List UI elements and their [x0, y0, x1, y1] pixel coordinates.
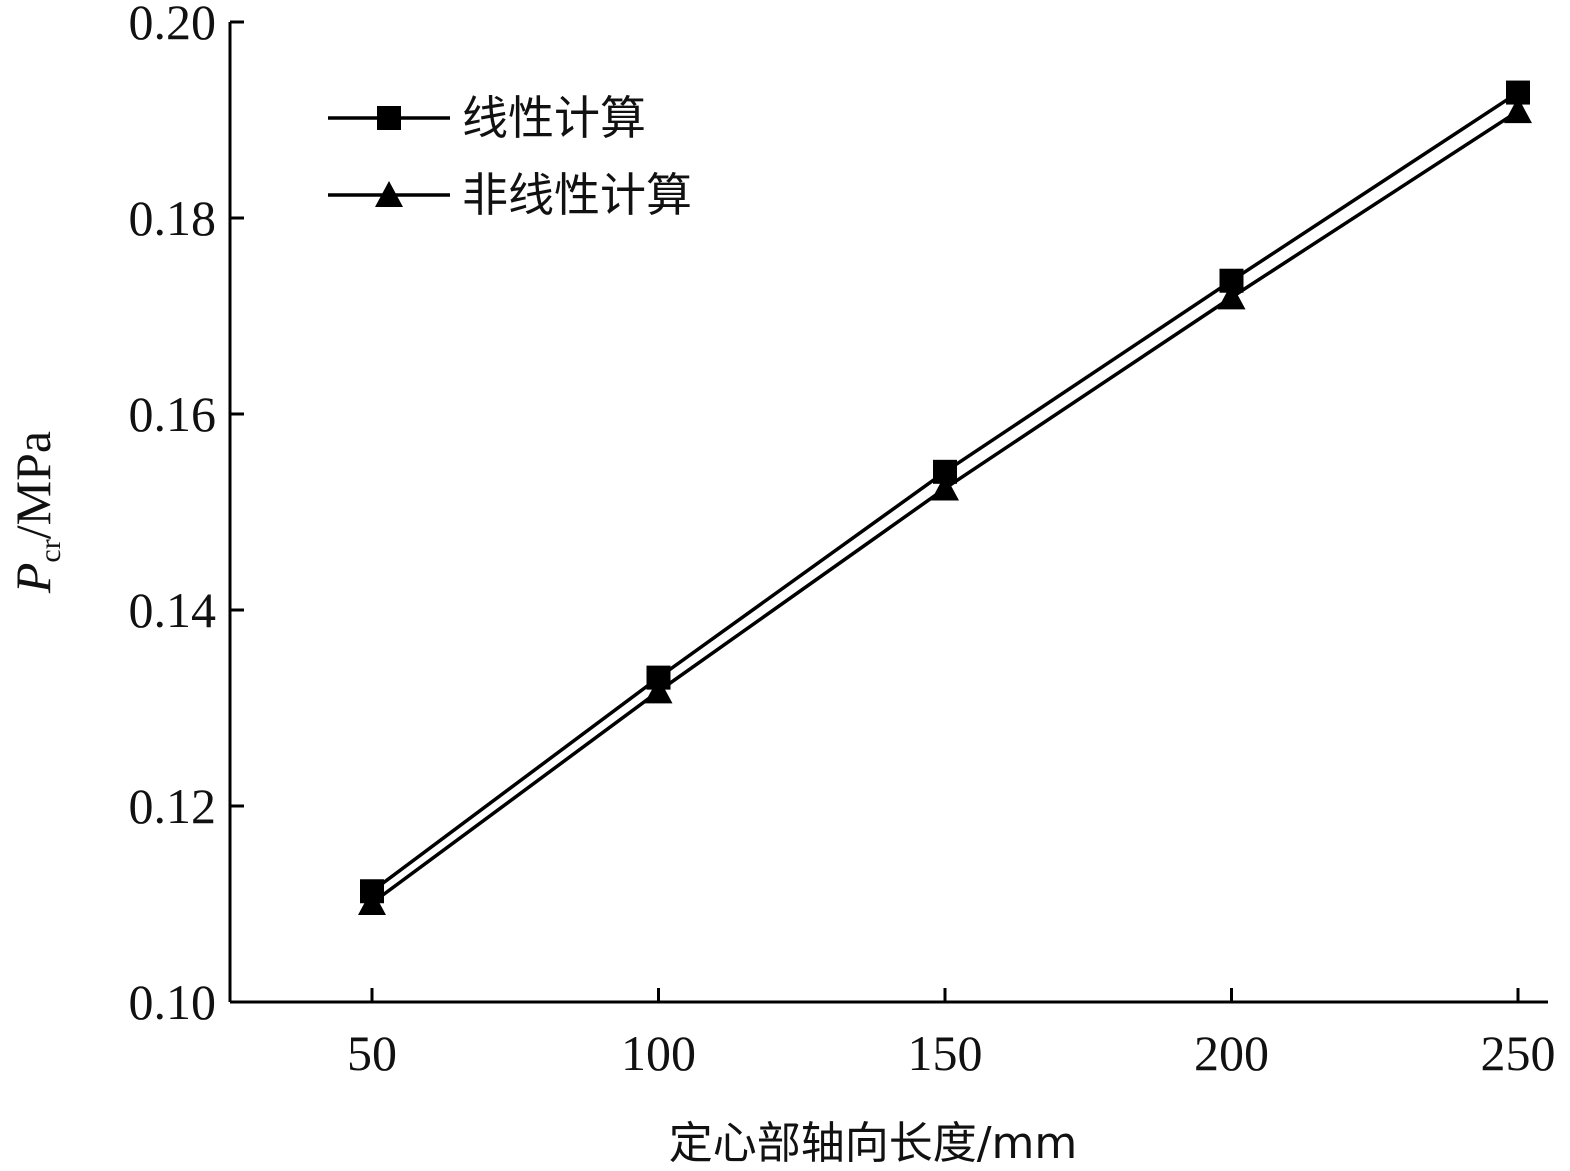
triangle-point: [1217, 283, 1246, 310]
legend-item-2: 非线性计算: [328, 168, 692, 222]
axes: [228, 22, 1548, 1004]
y-tick-label: 0.16: [129, 386, 217, 442]
legend-item-1: 线性计算: [328, 91, 646, 145]
triangle-point: [358, 889, 386, 916]
x-tick-label: 250: [1481, 1025, 1556, 1081]
triangle-point: [1504, 97, 1532, 124]
square-point: [377, 106, 401, 130]
triangle-point: [644, 677, 673, 704]
y-axis-title: Pcr/MPa: [5, 431, 67, 594]
x-tick-label: 200: [1194, 1025, 1269, 1081]
x-tick-label: 150: [908, 1025, 983, 1081]
series-2: [358, 97, 1532, 916]
y-axis-title-unit: /MPa: [5, 431, 61, 539]
series-layer: [358, 80, 1532, 916]
y-tick-label: 0.18: [129, 190, 217, 246]
series-line: [370, 109, 1519, 905]
y-axis-ticks: 0.10 0.12 0.14 0.16 0.18 0.20: [129, 0, 244, 1030]
legend-label: 线性计算: [462, 91, 646, 145]
y-tick-label: 0.20: [129, 0, 217, 50]
y-tick-label: 0.12: [129, 778, 217, 834]
x-tick-label: 50: [347, 1025, 397, 1081]
triangle-point: [375, 181, 403, 207]
y-axis-title-sub: cr: [34, 539, 67, 562]
legend-label: 非线性计算: [462, 168, 692, 222]
x-axis-ticks: 50 100 150 200 250: [347, 988, 1556, 1081]
x-axis-title: 定心部轴向长度/mm: [669, 1118, 1078, 1169]
y-axis-title-main: P: [5, 563, 61, 595]
y-tick-label: 0.14: [129, 582, 217, 638]
triangle-point: [931, 474, 959, 501]
y-tick-label: 0.10: [129, 974, 217, 1030]
x-tick-label: 100: [621, 1025, 696, 1081]
